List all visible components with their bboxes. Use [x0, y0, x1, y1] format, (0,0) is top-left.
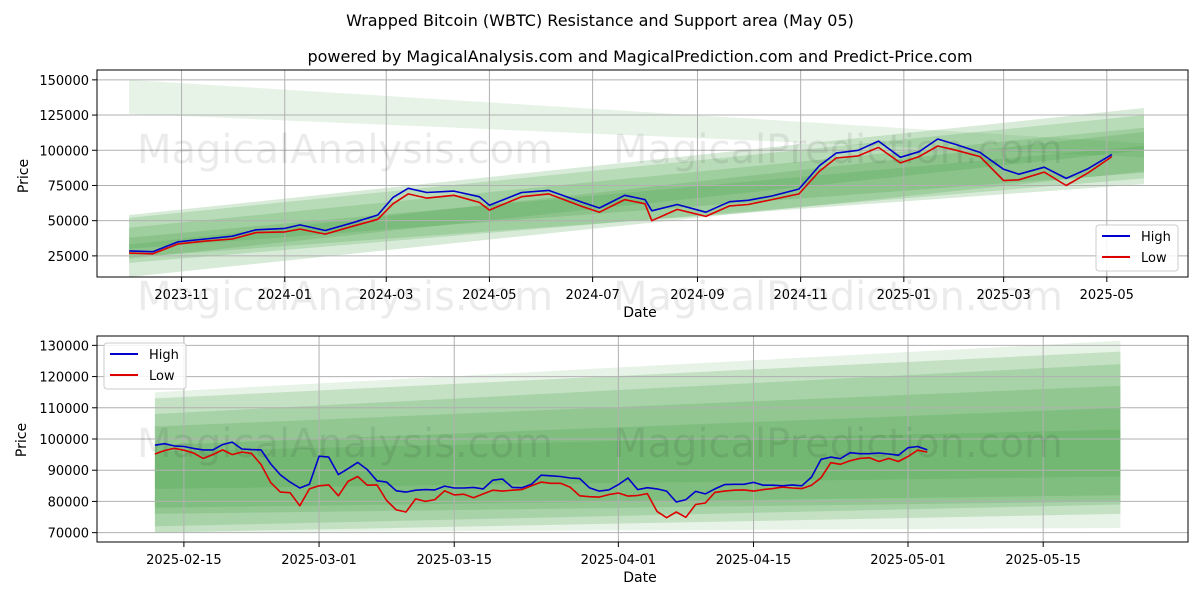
x-tick-label: 2025-05-01	[870, 553, 946, 568]
x-tick-label: 2025-05	[1080, 288, 1134, 303]
band-1	[129, 79, 1145, 158]
x-tick-label: 2025-04-01	[581, 553, 657, 568]
y-tick-label: 50000	[48, 215, 89, 230]
y-tick-label: 90000	[48, 464, 89, 479]
x-tick-label: 2025-02-15	[146, 553, 222, 568]
y-tick-label: 100000	[39, 144, 89, 159]
x-tick-label: 2024-07	[565, 288, 619, 303]
top-price-lines	[129, 138, 1113, 255]
band-6	[154, 429, 1121, 489]
bottom-grid	[97, 336, 1188, 542]
bottom-support-resistance-bands	[154, 340, 1121, 533]
top-x-axis-label: Date	[623, 305, 656, 321]
y-tick-label: 25000	[48, 250, 89, 265]
bottom-watermark-3: MagicalAnalysis.com	[137, 421, 553, 467]
series-low-line	[154, 447, 928, 519]
band-3	[154, 364, 1121, 527]
bottom-x-axis-label: Date	[623, 570, 656, 586]
top-support-resistance-bands	[129, 79, 1145, 277]
bottom-panel: MagicalAnalysis.com MagicalPrediction.co…	[14, 274, 1189, 586]
band-4	[154, 385, 1121, 514]
x-tick-label: 2024-11	[773, 288, 827, 303]
x-tick-label: 2025-01	[877, 288, 931, 303]
x-tick-label: 2024-09	[670, 288, 724, 303]
bottom-y-axis-label: Price	[14, 423, 30, 457]
band-5	[129, 127, 1145, 249]
x-tick-label: 2025-05-15	[1005, 553, 1081, 568]
top-panel: MagicalAnalysis.com MagicalPrediction.co…	[16, 69, 1189, 321]
bottom-x-ticks: 2025-02-15 2025-03-01 2025-03-15 2025-04-01…	[146, 542, 1081, 568]
bottom-watermark-4: MagicalPrediction.com	[613, 421, 1063, 467]
chart-subtitle: powered by MagicalAnalysis.com and Magic…	[307, 47, 972, 66]
top-watermark-1: MagicalAnalysis.com	[137, 127, 553, 173]
top-y-axis-label: Price	[16, 159, 32, 193]
x-tick-label: 2025-04-15	[716, 553, 792, 568]
y-tick-label: 130000	[39, 339, 89, 354]
bottom-legend-low: Low	[149, 369, 175, 384]
bottom-price-lines	[154, 441, 928, 519]
bottom-legend: High Low	[103, 342, 187, 390]
series-low-line	[129, 145, 1113, 255]
y-tick-label: 120000	[39, 371, 89, 386]
x-tick-label: 2024-01	[258, 288, 312, 303]
top-watermark-2: MagicalPrediction.com	[613, 127, 1063, 173]
chart-title: Wrapped Bitcoin (WBTC) Resistance and Su…	[346, 11, 854, 30]
x-tick-label: 2023-11	[154, 288, 208, 303]
top-y-ticks: 25000 50000 75000 100000 125000 150000	[39, 74, 97, 265]
y-tick-label: 110000	[39, 402, 89, 417]
top-legend: High Low	[1095, 224, 1179, 272]
bottom-watermark-1: MagicalAnalysis.com	[137, 274, 553, 320]
band-2	[154, 351, 1121, 533]
y-tick-label: 80000	[48, 495, 89, 510]
x-tick-label: 2025-03-15	[416, 553, 492, 568]
y-tick-label: 70000	[48, 527, 89, 542]
x-tick-label: 2024-03	[359, 288, 413, 303]
top-axes-frame	[96, 69, 1189, 278]
y-tick-label: 125000	[39, 109, 89, 124]
series-high-line	[154, 441, 928, 503]
bottom-legend-high: High	[149, 348, 179, 363]
x-tick-label: 2025-03	[976, 288, 1030, 303]
x-tick-label: 2024-05	[462, 288, 516, 303]
y-tick-label: 100000	[39, 433, 89, 448]
top-legend-high: High	[1141, 230, 1171, 245]
top-x-ticks: 2023-11 2024-01 2024-03 2024-05 2024-07 2024-…	[154, 277, 1134, 303]
x-tick-label: 2025-03-01	[281, 553, 357, 568]
top-legend-low: Low	[1141, 251, 1167, 266]
band-1	[154, 340, 1121, 533]
band-5	[154, 407, 1121, 508]
bottom-y-ticks: 70000 80000 90000 100000 110000 120000 130000	[39, 339, 97, 542]
y-tick-label: 75000	[48, 179, 89, 194]
series-high-line	[129, 138, 1113, 253]
bottom-watermark-2: MagicalPrediction.com	[613, 274, 1063, 320]
y-tick-label: 150000	[39, 74, 89, 89]
